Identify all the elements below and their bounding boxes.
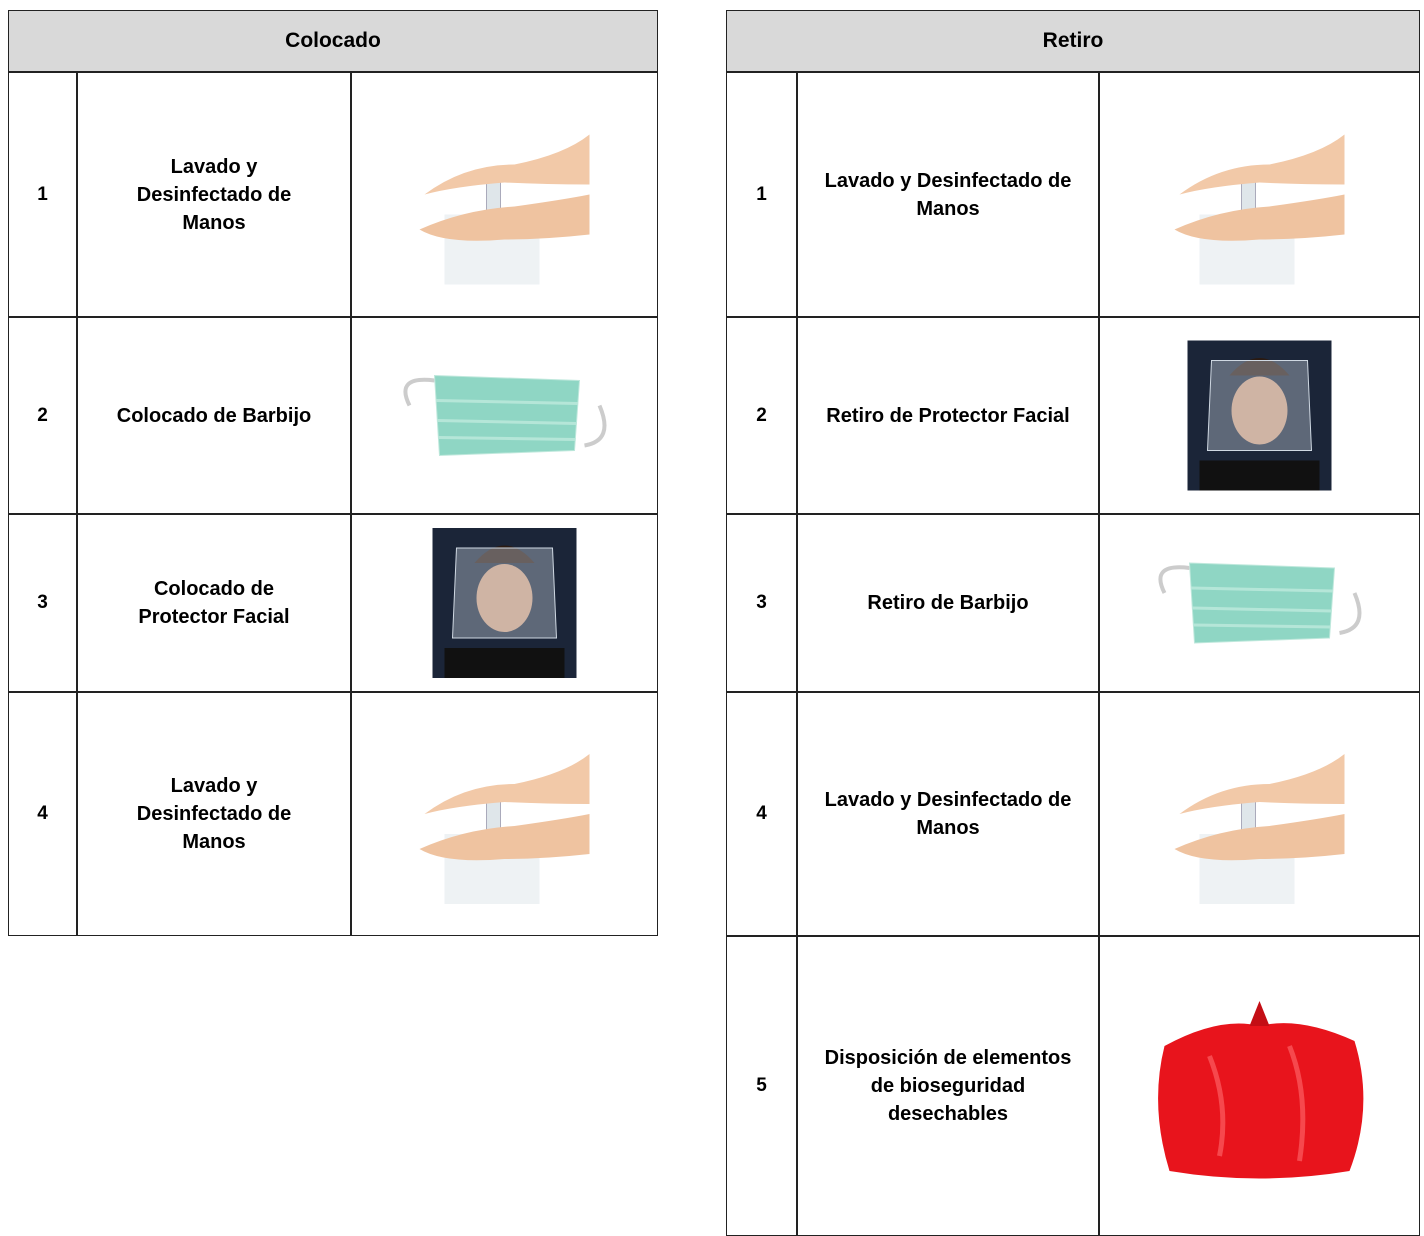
illustration xyxy=(432,528,577,678)
cell-text: 4 xyxy=(37,803,48,824)
cell-text: Lavado y Desinfectado de Manos xyxy=(824,789,1072,839)
cell-text: 3 xyxy=(756,592,767,613)
illustration xyxy=(419,134,590,285)
step-description: Disposición de elementos de bioseguridad… xyxy=(797,936,1099,1236)
cell-text: 3 xyxy=(37,592,48,613)
step-description: Retiro de Barbijo xyxy=(797,514,1099,692)
illustration xyxy=(419,754,590,904)
cell-text: 1 xyxy=(756,183,767,205)
cell-text: Retiro de Barbijo xyxy=(867,592,1029,614)
step-number: 1 xyxy=(726,72,797,317)
step-description: Colocado de Protector Facial xyxy=(77,514,351,692)
image-cell xyxy=(351,514,658,692)
cell-text: 5 xyxy=(756,1075,767,1096)
cell-text: Lavado y Desinfectado de Manos xyxy=(136,155,292,234)
step-number: 1 xyxy=(8,72,77,317)
illustration xyxy=(1158,562,1362,644)
step-description: Lavado y Desinfectado de Manos xyxy=(77,72,351,317)
image-cell xyxy=(1099,317,1420,514)
step-description: Lavado y Desinfectado de Manos xyxy=(797,692,1099,936)
step-description: Colocado de Barbijo xyxy=(77,317,351,514)
cell-text: Disposición de elementos de bioseguridad… xyxy=(824,1047,1072,1125)
illustration xyxy=(403,374,607,457)
cell-text: Lavado y Desinfectado de Manos xyxy=(824,169,1072,220)
step-description: Lavado y Desinfectado de Manos xyxy=(77,692,351,936)
cell-text: Colocado de Protector Facial xyxy=(138,578,290,628)
illustration xyxy=(1158,1001,1364,1179)
step-number: 2 xyxy=(8,317,77,514)
image-cell xyxy=(1099,72,1420,317)
cell-text: 2 xyxy=(756,404,767,426)
table-header: Colocado xyxy=(8,10,658,72)
cell-text: Lavado y Desinfectado de Manos xyxy=(136,775,292,853)
image-cell xyxy=(351,317,658,514)
cell-text: Colocado xyxy=(285,29,381,52)
step-number: 3 xyxy=(726,514,797,692)
image-cell xyxy=(351,692,658,936)
step-number: 4 xyxy=(8,692,77,936)
step-number: 4 xyxy=(726,692,797,936)
cell-text: 4 xyxy=(756,803,767,824)
image-cell xyxy=(1099,692,1420,936)
cell-text: 1 xyxy=(37,183,48,205)
step-number: 3 xyxy=(8,514,77,692)
illustration xyxy=(1174,754,1345,904)
cell-text: 2 xyxy=(37,404,48,426)
image-cell xyxy=(1099,514,1420,692)
illustration xyxy=(1174,134,1345,285)
cell-text: Retiro xyxy=(1042,29,1104,52)
cell-text: Colocado de Barbijo xyxy=(116,404,312,427)
step-description: Lavado y Desinfectado de Manos xyxy=(797,72,1099,317)
step-number: 2 xyxy=(726,317,797,514)
cell-text: Retiro de Protector Facial xyxy=(826,404,1070,427)
step-description: Retiro de Protector Facial xyxy=(797,317,1099,514)
illustration xyxy=(1187,340,1332,491)
image-cell xyxy=(351,72,658,317)
table-header: Retiro xyxy=(726,10,1420,72)
step-number: 5 xyxy=(726,936,797,1236)
